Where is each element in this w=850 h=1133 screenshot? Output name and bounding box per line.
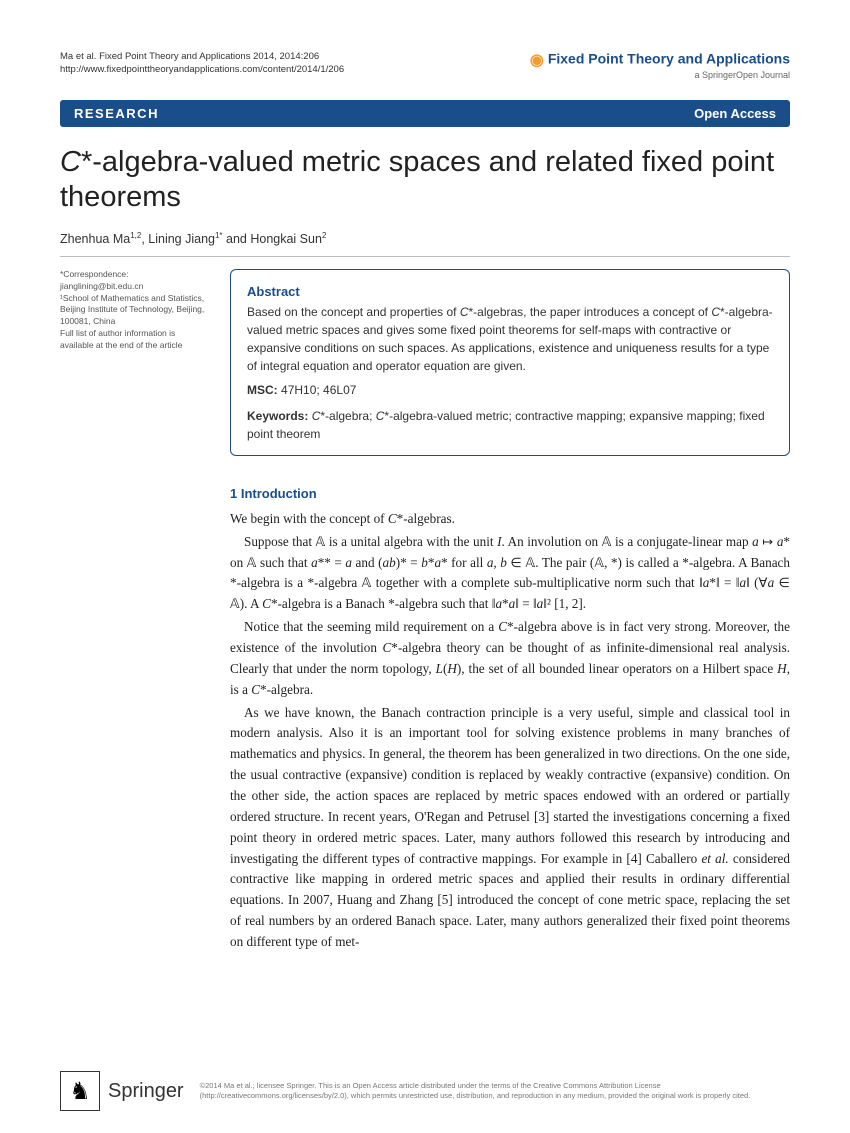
body-content: 1 Introduction We begin with the concept… xyxy=(230,484,790,953)
paragraph-1: We begin with the concept of C*-algebras… xyxy=(230,509,790,530)
authors-line: Zhenhua Ma1,2, Lining Jiang1* and Hongka… xyxy=(60,231,790,246)
citation-line2: http://www.fixedpointtheoryandapplicatio… xyxy=(60,63,344,76)
band-left: RESEARCH xyxy=(74,106,159,121)
abstract-text: Based on the concept and properties of C… xyxy=(247,303,773,375)
paragraph-2: Suppose that 𝔸 is a unital algebra with … xyxy=(230,532,790,615)
citation-block: Ma et al. Fixed Point Theory and Applica… xyxy=(60,50,344,77)
abstract-heading: Abstract xyxy=(247,282,773,302)
msc-line: MSC: 47H10; 46L07 xyxy=(247,381,773,399)
copyright-text: ©2014 Ma et al.; licensee Springer. This… xyxy=(200,1081,790,1101)
citation-line1: Ma et al. Fixed Point Theory and Applica… xyxy=(60,50,344,63)
header-row: Ma et al. Fixed Point Theory and Applica… xyxy=(60,50,790,80)
paragraph-3: Notice that the seeming mild requirement… xyxy=(230,617,790,700)
springer-logo: ♞ Springer xyxy=(60,1071,184,1111)
meta-abstract-row: *Correspondence: jianglining@bit.edu.cn … xyxy=(60,269,790,457)
correspondence-label: *Correspondence: xyxy=(60,269,210,281)
article-title: C*-algebra-valued metric spaces and rela… xyxy=(60,145,790,215)
correspondence-email: jianglining@bit.edu.cn xyxy=(60,281,210,293)
affiliation-text: ¹School of Mathematics and Statistics, B… xyxy=(60,293,210,329)
correspondence-block: *Correspondence: jianglining@bit.edu.cn … xyxy=(60,269,210,457)
paragraph-4: As we have known, the Banach contraction… xyxy=(230,703,790,953)
journal-brand: ◉Fixed Point Theory and Applications a S… xyxy=(530,50,790,80)
abstract-box: Abstract Based on the concept and proper… xyxy=(230,269,790,457)
author-info-note: Full list of author information is avail… xyxy=(60,328,210,352)
divider xyxy=(60,256,790,257)
section-heading: 1 Introduction xyxy=(230,484,790,505)
band-right: Open Access xyxy=(694,106,776,121)
open-access-icon: ◉ xyxy=(530,50,544,70)
springer-horse-icon: ♞ xyxy=(60,1071,100,1111)
footer: ♞ Springer ©2014 Ma et al.; licensee Spr… xyxy=(60,1071,790,1111)
article-type-band: RESEARCH Open Access xyxy=(60,100,790,127)
journal-subtitle: a SpringerOpen Journal xyxy=(530,70,790,80)
keywords-line: Keywords: C*-algebra; C*-algebra-valued … xyxy=(247,407,773,443)
journal-title: ◉Fixed Point Theory and Applications xyxy=(530,50,790,70)
springer-text: Springer xyxy=(108,1080,184,1103)
